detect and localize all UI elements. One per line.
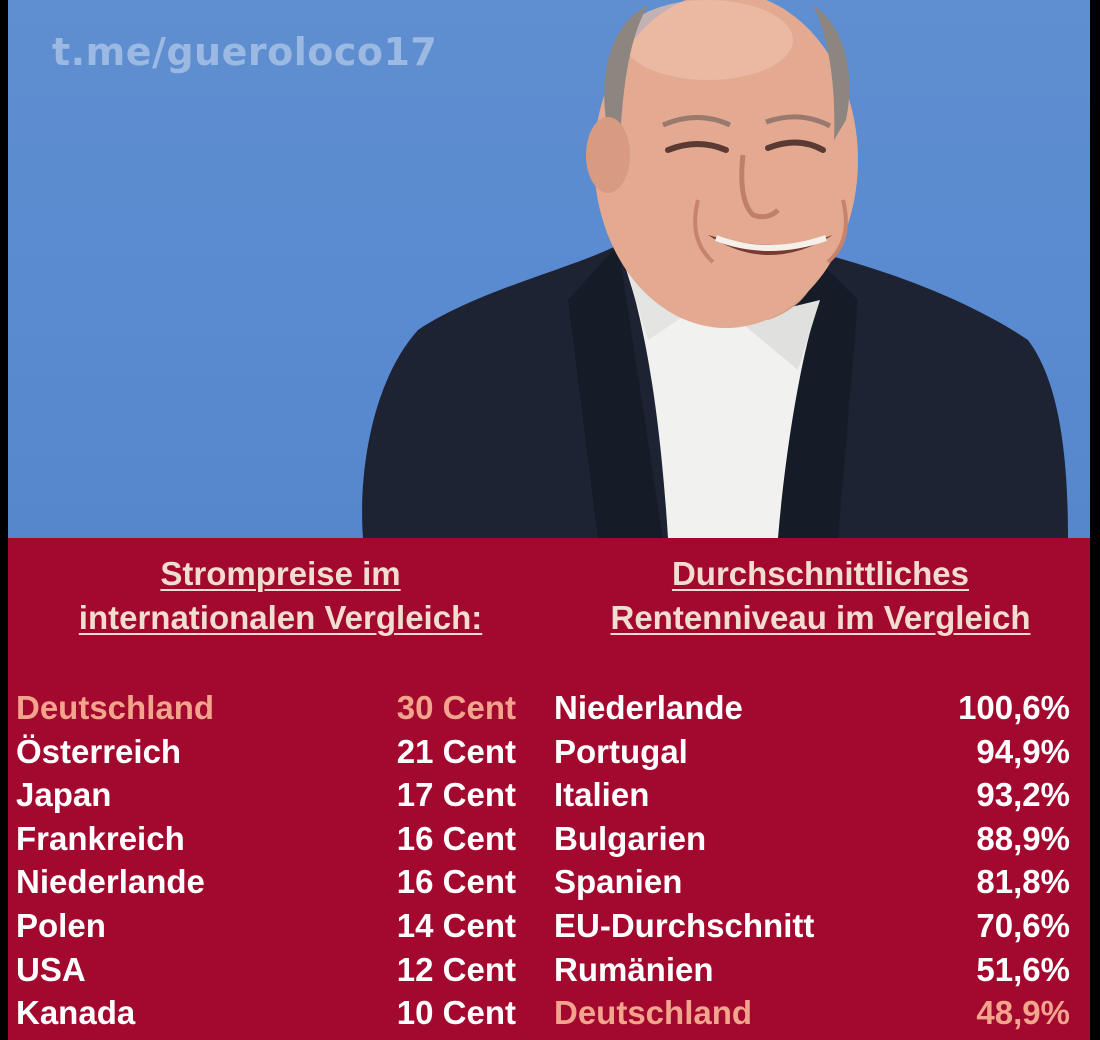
list-item: Deutschland 30 Cent	[16, 686, 516, 730]
country-label: Niederlande	[554, 689, 743, 726]
heading-line: Strompreise im	[160, 555, 401, 592]
country-label: Portugal	[554, 732, 688, 770]
list-item: Portugal 94,9%	[554, 730, 1070, 774]
pension-value: 51,6%	[976, 950, 1070, 988]
list-item: Japan 17 Cent	[16, 773, 516, 817]
watermark: t.me/gueroloco17	[52, 30, 438, 74]
country-label: Frankreich	[16, 819, 185, 857]
price-value: 21 Cent	[396, 732, 516, 770]
list-item: USA 12 Cent	[16, 948, 516, 992]
country-label: Italien	[554, 776, 650, 814]
country-label: Kanada	[16, 994, 136, 1032]
list-item: Deutschland 48,9%	[554, 991, 1070, 1035]
list-item: Frankreich 16 Cent	[16, 817, 516, 861]
price-value: 14 Cent	[396, 906, 516, 944]
electricity-prices-list: Deutschland 30 Cent Österreich 21 Cent J…	[16, 686, 516, 1035]
pension-value: 100,6%	[958, 689, 1070, 726]
price-value: 12 Cent	[396, 950, 516, 988]
list-item: EU-Durchschnitt 70,6%	[554, 904, 1070, 948]
country-label: Rumänien	[554, 950, 714, 988]
pension-value: 70,6%	[976, 906, 1070, 944]
price-value: 30 Cent	[396, 689, 516, 726]
country-label: Bulgarien	[554, 819, 707, 857]
country-label: Deutschland	[554, 994, 753, 1032]
list-item: Rumänien 51,6%	[554, 948, 1070, 992]
list-item: Bulgarien 88,9%	[554, 817, 1070, 861]
comparison-panel: Strompreise im internationalen Vergleich…	[8, 538, 1090, 1040]
price-value: 16 Cent	[396, 863, 516, 901]
price-value: 17 Cent	[396, 776, 516, 814]
country-label: Niederlande	[16, 863, 205, 901]
list-item: Niederlande 16 Cent	[16, 860, 516, 904]
country-label: Österreich	[16, 732, 182, 770]
list-item: Niederlande 100,6%	[554, 686, 1070, 730]
list-item: Polen 14 Cent	[16, 904, 516, 948]
pension-value: 94,9%	[976, 732, 1070, 770]
country-label: EU-Durchschnitt	[554, 906, 815, 944]
country-label: USA	[16, 950, 86, 988]
pension-value: 81,8%	[976, 863, 1070, 901]
country-label: Deutschland	[16, 689, 215, 726]
country-label: Polen	[16, 906, 106, 944]
country-label: Spanien	[554, 863, 683, 901]
frame-border	[1090, 0, 1100, 1040]
pension-value: 88,9%	[976, 819, 1070, 857]
pension-value: 48,9%	[976, 994, 1070, 1032]
list-item: Österreich 21 Cent	[16, 730, 516, 774]
price-value: 16 Cent	[396, 819, 516, 857]
list-item: Italien 93,2%	[554, 773, 1070, 817]
heading-line: internationalen Vergleich:	[78, 599, 483, 636]
heading-line: Rentenniveau im Vergleich	[610, 599, 1031, 636]
country-label: Japan	[16, 776, 112, 814]
pension-value: 93,2%	[976, 776, 1070, 814]
electricity-prices-heading: Strompreise im internationalen Vergleich…	[8, 552, 553, 640]
list-item: Kanada 10 Cent	[16, 991, 516, 1035]
pension-level-heading: Durchschnittliches Rentenniveau im Vergl…	[553, 552, 1088, 640]
price-value: 10 Cent	[396, 994, 516, 1032]
heading-line: Durchschnittliches	[671, 555, 970, 592]
laughing-man-illustration	[362, 0, 1068, 538]
list-item: Spanien 81,8%	[554, 860, 1070, 904]
pension-level-list: Niederlande 100,6% Portugal 94,9% Italie…	[554, 686, 1070, 1035]
press-conference-photo: t.me/gueroloco17	[8, 0, 1090, 538]
